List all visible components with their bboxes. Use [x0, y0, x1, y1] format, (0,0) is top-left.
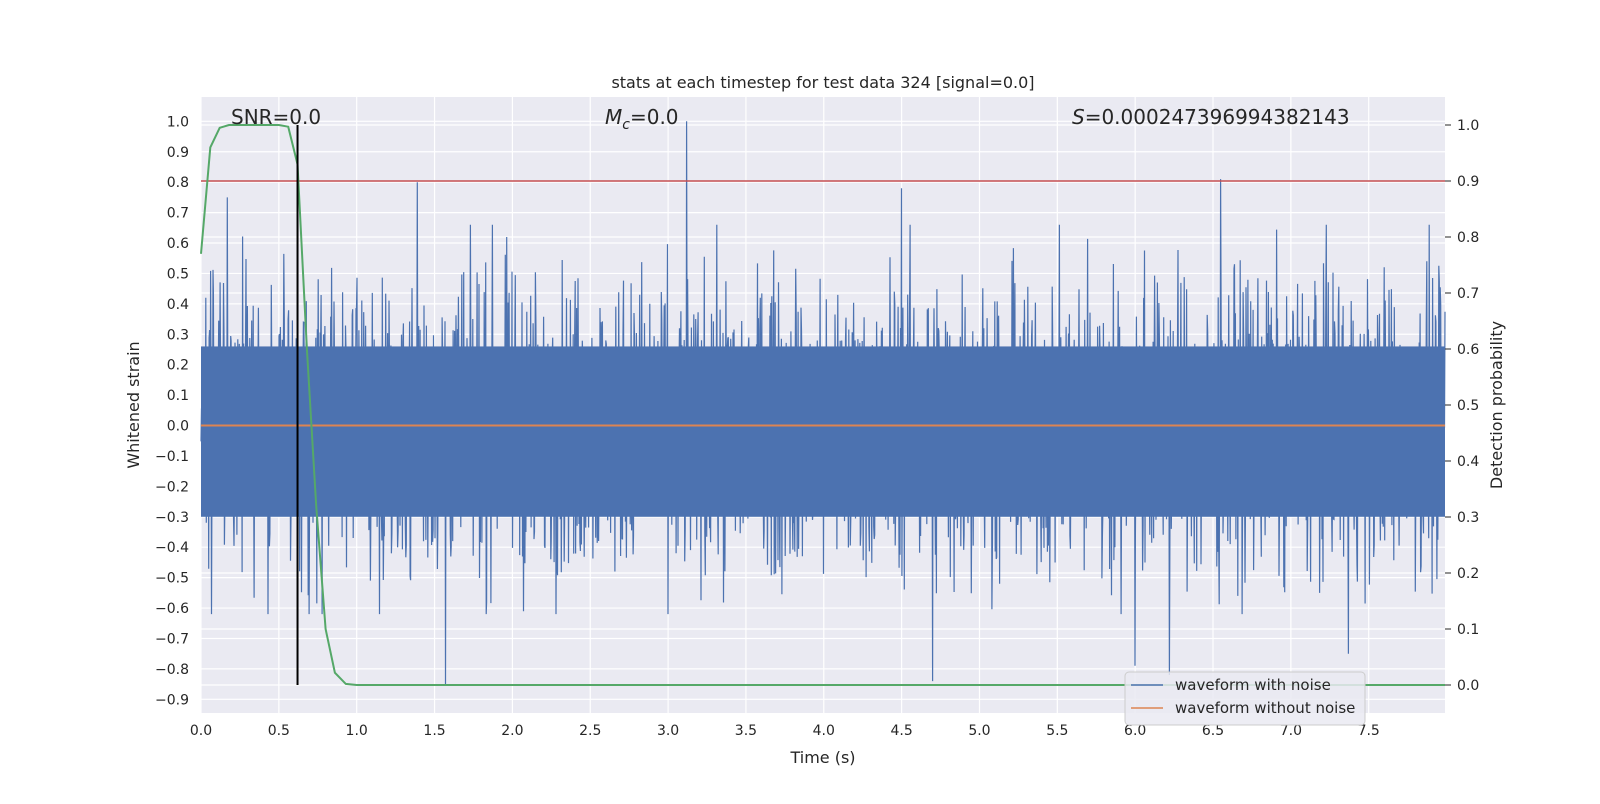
x-tick-label: 3.5 [735, 723, 757, 739]
y-tick-label: 1.0 [167, 114, 189, 130]
lines-layer [200, 124, 1445, 686]
x-tick-label: 6.5 [1202, 723, 1224, 739]
series-detection-probability [200, 124, 1445, 686]
y-tick-label: −0.8 [155, 662, 189, 678]
y-tick-label: −0.2 [155, 479, 189, 495]
y-tick-label: −0.4 [155, 540, 189, 556]
score-value: =0.000247396994382143 [1085, 105, 1350, 129]
legend: waveform with noise waveform without noi… [1124, 671, 1366, 726]
noise-waveform-layer [200, 121, 1446, 685]
y2-tick-label: 0.6 [1457, 342, 1479, 358]
y-tick-label: 0.1 [167, 388, 189, 404]
snr-annotation: SNR=0.0 [231, 105, 321, 129]
x-tick-label: 7.0 [1280, 723, 1302, 739]
chirp-mass-value: =0.0 [630, 105, 679, 129]
x-tick-label: 2.5 [579, 723, 601, 739]
chirp-mass-subscript: c [622, 117, 630, 133]
y-tick-label: 0.4 [167, 297, 189, 313]
x-tick-label: 1.0 [346, 723, 368, 739]
y-tick-label: −0.1 [155, 449, 189, 465]
chirp-mass-annotation: Mc=0.0 [605, 105, 679, 133]
y-tick-label: −0.6 [155, 601, 189, 617]
legend-box [1124, 671, 1366, 726]
x-tick-label: 7.5 [1358, 723, 1380, 739]
score-annotation: S=0.000247396994382143 [1072, 105, 1350, 129]
y2-tick-label: 1.0 [1457, 118, 1479, 134]
y-tick-label: −0.3 [155, 510, 189, 526]
legend-label-no-noise: waveform without noise [1175, 699, 1355, 717]
y2-tick-label: 0.2 [1457, 566, 1479, 582]
y2-axis-label: Detection probability [1487, 321, 1506, 489]
axes-layer: 0.0 0.5 1.0 1.5 2.0 2.5 3.0 3.5 4.0 4.5 5.0 5.5 6.0 6… [155, 114, 1479, 739]
x-tick-label: 5.5 [1046, 723, 1068, 739]
y2-tick-label: 0.8 [1457, 230, 1479, 246]
x-tick-label: 2.0 [501, 723, 523, 739]
x-tick-label: 1.5 [423, 723, 445, 739]
x-axis-label: Time (s) [789, 748, 855, 767]
y-tick-label: −0.7 [155, 631, 189, 647]
y-tick-label: 0.9 [167, 145, 189, 161]
x-tick-label: 4.0 [813, 723, 835, 739]
x-tick-label: 4.5 [890, 723, 912, 739]
y-tick-label: 0.3 [167, 327, 189, 343]
score-symbol: S [1072, 105, 1085, 129]
y-axis-label: Whitened strain [124, 341, 143, 468]
chirp-mass-symbol: M [605, 105, 622, 129]
legend-label-noise: waveform with noise [1175, 676, 1331, 694]
x-tick-label: 5.0 [968, 723, 990, 739]
y2-tick-label: 0.4 [1457, 454, 1479, 470]
y-tick-label: 0.8 [167, 175, 189, 191]
x-tick-label: 0.5 [268, 723, 290, 739]
y2-tick-label: 0.7 [1457, 286, 1479, 302]
y-tick-label: 0.6 [167, 236, 189, 252]
y2-tick-label: 0.9 [1457, 174, 1479, 190]
y-tick-label: −0.5 [155, 571, 189, 587]
y2-tick-label: 0.5 [1457, 398, 1479, 414]
y-tick-label: 0.2 [167, 358, 189, 374]
y-tick-label: 0.7 [167, 206, 189, 222]
y-tick-label: 0.5 [167, 266, 189, 282]
chart-title: stats at each timestep for test data 324… [611, 73, 1034, 92]
y-tick-label: 0.0 [167, 419, 189, 435]
x-tick-label: 6.0 [1124, 723, 1146, 739]
y2-tick-label: 0.1 [1457, 622, 1479, 638]
x-tick-label: 3.0 [657, 723, 679, 739]
x-tick-label: 0.0 [190, 723, 212, 739]
noise-dense-band [201, 346, 1445, 517]
y2-tick-label: 0.3 [1457, 510, 1479, 526]
y-tick-label: −0.9 [155, 692, 189, 708]
y2-tick-label: 0.0 [1457, 678, 1479, 694]
